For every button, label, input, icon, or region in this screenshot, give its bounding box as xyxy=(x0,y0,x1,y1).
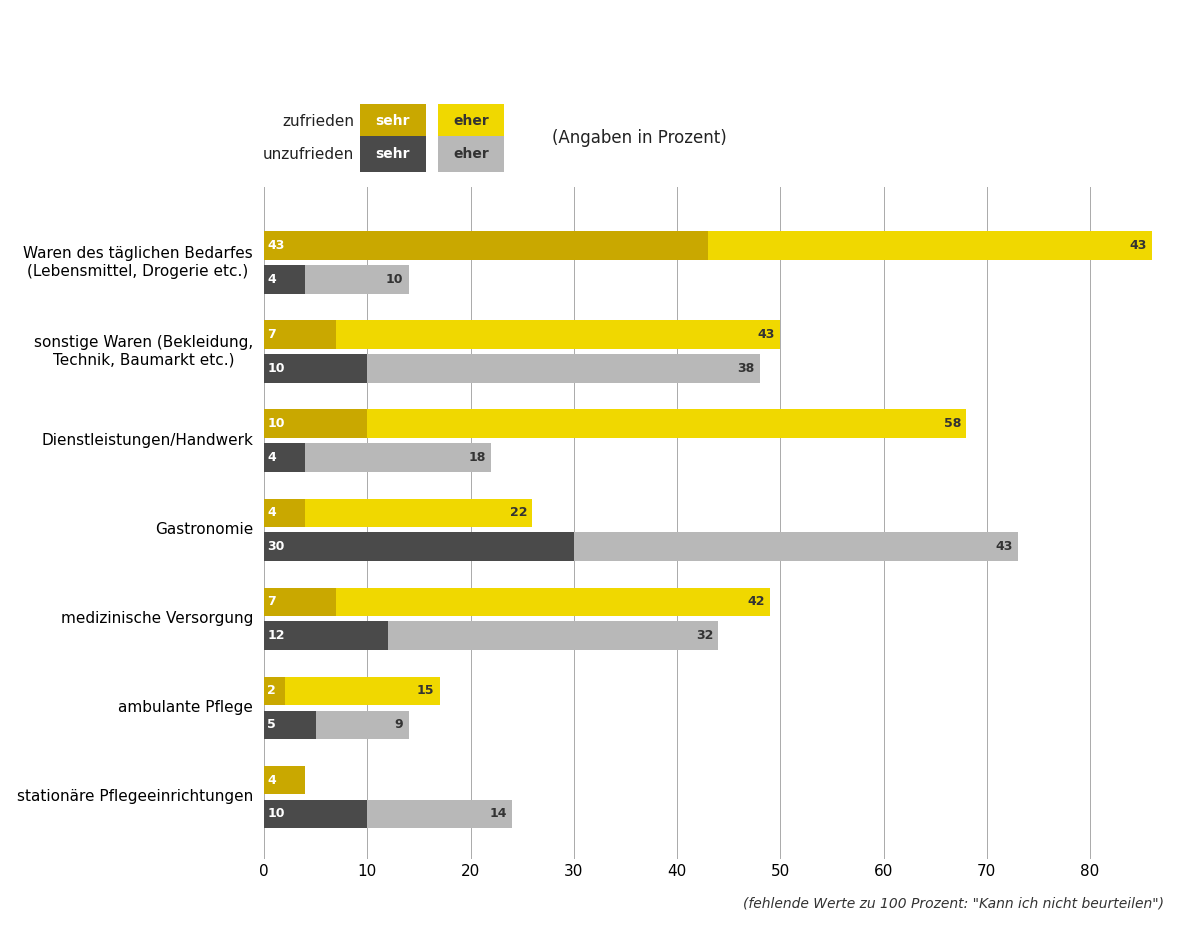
Text: 22: 22 xyxy=(510,506,527,519)
Text: zufrieden: zufrieden xyxy=(282,114,354,129)
Text: sehr: sehr xyxy=(376,148,410,161)
Bar xyxy=(336,587,770,616)
Text: 7: 7 xyxy=(268,595,276,608)
Text: 5: 5 xyxy=(268,718,276,731)
Bar xyxy=(388,621,719,650)
Text: (fehlende Werte zu 100 Prozent: "Kann ich nicht beurteilen"): (fehlende Werte zu 100 Prozent: "Kann ic… xyxy=(743,897,1164,911)
Text: 7: 7 xyxy=(268,328,276,341)
Text: 10: 10 xyxy=(268,417,284,431)
Bar xyxy=(264,499,305,527)
Text: 9: 9 xyxy=(395,718,403,731)
Bar xyxy=(264,532,574,561)
Bar xyxy=(305,265,408,293)
Bar xyxy=(264,444,305,472)
Bar xyxy=(316,711,408,739)
Bar xyxy=(708,232,1152,260)
Text: 30: 30 xyxy=(268,540,284,553)
Text: 10: 10 xyxy=(268,362,284,375)
Text: 4: 4 xyxy=(268,773,276,786)
Text: 4: 4 xyxy=(268,273,276,286)
Bar xyxy=(264,232,708,260)
Bar xyxy=(305,499,533,527)
Text: 4: 4 xyxy=(268,506,276,519)
Text: 4: 4 xyxy=(268,451,276,464)
Text: eher: eher xyxy=(454,115,488,128)
Text: 15: 15 xyxy=(416,685,434,698)
Bar xyxy=(336,320,780,349)
Text: unzufrieden: unzufrieden xyxy=(263,147,354,162)
Bar xyxy=(264,409,367,438)
Bar xyxy=(367,354,760,383)
Bar xyxy=(284,677,439,705)
Text: sehr: sehr xyxy=(376,115,410,128)
Bar xyxy=(264,320,336,349)
Bar xyxy=(305,444,491,472)
Bar xyxy=(264,621,388,650)
Text: 43: 43 xyxy=(757,328,775,341)
Bar xyxy=(264,766,305,794)
Bar xyxy=(264,354,367,383)
Bar xyxy=(367,800,512,828)
Text: 10: 10 xyxy=(386,273,403,286)
Bar xyxy=(264,265,305,293)
Text: 18: 18 xyxy=(469,451,486,464)
Bar xyxy=(574,532,1018,561)
Text: 38: 38 xyxy=(737,362,755,375)
Text: eher: eher xyxy=(454,148,488,161)
Text: (Angaben in Prozent): (Angaben in Prozent) xyxy=(552,129,727,147)
Bar xyxy=(264,677,284,705)
Text: 58: 58 xyxy=(943,417,961,431)
Text: 14: 14 xyxy=(490,807,506,820)
Text: 43: 43 xyxy=(1129,239,1147,252)
Text: 10: 10 xyxy=(268,807,284,820)
Text: 2: 2 xyxy=(268,685,276,698)
Text: 42: 42 xyxy=(748,595,764,608)
Text: 32: 32 xyxy=(696,630,713,643)
Bar xyxy=(264,800,367,828)
Bar xyxy=(367,409,966,438)
Text: 43: 43 xyxy=(995,540,1013,553)
Text: 12: 12 xyxy=(268,630,284,643)
Text: 43: 43 xyxy=(268,239,284,252)
Bar xyxy=(264,587,336,616)
Bar xyxy=(264,711,316,739)
